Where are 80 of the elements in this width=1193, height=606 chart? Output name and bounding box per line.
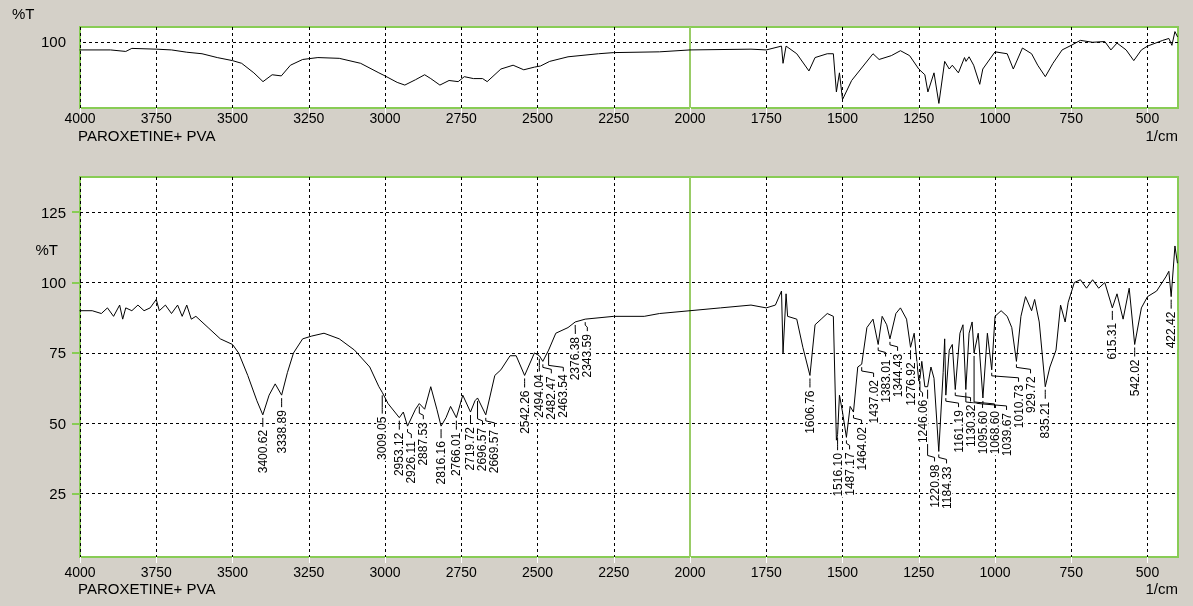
annotation: 2669.57: [487, 429, 502, 474]
annotation: 2463.54: [556, 374, 571, 418]
x-tick-label: 2500: [521, 110, 554, 126]
annotation: 2376.38: [568, 336, 583, 381]
x-tick-label: 750: [1059, 564, 1084, 580]
x-tick-label: 3250: [293, 564, 325, 580]
annotation: 1383.01: [878, 359, 893, 403]
annotation: 1184.33: [939, 466, 954, 509]
annotation: 2494.04: [532, 374, 547, 418]
y-axis-title: %T: [35, 241, 58, 258]
x-tick-label: 500: [1135, 564, 1160, 580]
x-tick-label: 3500: [216, 110, 249, 126]
x-tick-label: 1750: [750, 110, 783, 126]
annotation: 2953.12: [392, 432, 407, 477]
annotation: 1246.06: [915, 399, 930, 444]
annotation: 2482.47: [544, 376, 559, 420]
annotation: 1010.73: [1011, 384, 1026, 429]
y-tick-label: 50: [49, 414, 66, 432]
annotation: 1464.02: [854, 426, 869, 471]
annotation: 1344.43: [890, 353, 905, 398]
annotation: 1487.17: [842, 452, 857, 496]
x-tick-label: 2750: [445, 564, 478, 580]
annotation: 615.31: [1105, 322, 1120, 360]
annotation: 542.02: [1127, 359, 1142, 397]
x-axis-title: 1/cm: [1145, 580, 1179, 597]
x-tick-label: 1250: [903, 110, 935, 126]
x-tick-label: 1250: [903, 564, 935, 580]
x-tick-label: 1000: [979, 564, 1011, 580]
x-tick-label: 2750: [445, 110, 478, 126]
annotation: 3400.62: [255, 429, 270, 474]
annotation: 835.21: [1038, 401, 1053, 439]
x-tick-label: 3750: [140, 110, 173, 126]
x-tick-label: 4000: [64, 110, 96, 126]
x-tick-label: 2250: [598, 110, 630, 126]
annotation: 2343.59: [580, 333, 595, 378]
annotation: 3009.05: [375, 416, 390, 460]
annotation: 1039.67: [999, 412, 1014, 457]
annotation: 422.42: [1164, 311, 1179, 349]
x-tick-label: 3000: [369, 110, 401, 126]
y-tick-label: 125: [40, 203, 66, 221]
x-tick-label: 4000: [64, 564, 96, 580]
x-tick-label: 3500: [216, 564, 249, 580]
annotation: 1276.92: [903, 361, 918, 406]
x-tick-label: 500: [1135, 110, 1160, 126]
x-tick-label: 1500: [826, 110, 859, 126]
annotation: 1516.10: [830, 452, 845, 497]
x-tick-label: 1750: [750, 564, 783, 580]
text: PAROXETINE+ PVA: [78, 580, 216, 597]
x-tick-label: 2500: [521, 564, 554, 580]
y-tick-label: 75: [49, 344, 66, 362]
x-axis-title: 1/cm: [1145, 127, 1179, 144]
y-tick-label: 100: [40, 274, 66, 292]
x-tick-label: 3000: [369, 564, 401, 580]
annotation: 929.72: [1023, 376, 1038, 414]
annotation: 1130.32: [963, 404, 978, 448]
x-tick-label: 1000: [979, 110, 1011, 126]
x-tick-label: 2250: [598, 564, 630, 580]
x-tick-label: 3750: [140, 564, 173, 580]
annotation: 1161.19: [951, 409, 966, 453]
annotation: 2816.16: [434, 440, 449, 485]
annotation: 2926.11: [404, 440, 419, 484]
annotation: 2719.72: [463, 426, 478, 471]
annotation: 1606.76: [802, 390, 817, 434]
x-tick-label: 2000: [674, 110, 706, 126]
annotation: 1437.02: [866, 379, 881, 424]
annotation: 2887.53: [416, 421, 431, 466]
y-tick-label: 25: [49, 485, 66, 503]
annotation: 2766.01: [449, 432, 464, 477]
annotation: 1095.60: [975, 410, 990, 455]
annotation: 2696.57: [475, 427, 490, 472]
y-axis-title: %T: [12, 5, 35, 22]
text: PAROXETINE+ PVA: [78, 127, 216, 144]
annotation: 3338.89: [274, 409, 289, 454]
x-tick-label: 1500: [826, 564, 859, 580]
x-tick-label: 2000: [674, 564, 706, 580]
annotation: 2542.26: [517, 390, 532, 434]
x-tick-label: 750: [1059, 110, 1084, 126]
annotation: 1068.60: [987, 410, 1002, 455]
x-tick-label: 3250: [293, 110, 325, 126]
annotation: 1220.98: [927, 464, 942, 508]
